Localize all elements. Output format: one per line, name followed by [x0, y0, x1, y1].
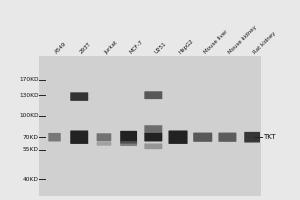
- FancyBboxPatch shape: [70, 92, 88, 101]
- Text: 55KD: 55KD: [23, 147, 39, 152]
- FancyBboxPatch shape: [144, 91, 162, 99]
- FancyBboxPatch shape: [218, 133, 236, 142]
- Text: U251: U251: [153, 41, 167, 55]
- Text: TKT: TKT: [263, 134, 276, 140]
- Text: A549: A549: [55, 41, 68, 55]
- Text: 40KD: 40KD: [23, 177, 39, 182]
- FancyBboxPatch shape: [97, 141, 111, 146]
- Text: Jurkat: Jurkat: [104, 40, 119, 55]
- Text: 293T: 293T: [79, 41, 92, 55]
- FancyBboxPatch shape: [144, 143, 162, 149]
- FancyBboxPatch shape: [169, 130, 188, 144]
- Text: HepG2: HepG2: [178, 38, 195, 55]
- FancyBboxPatch shape: [244, 132, 260, 143]
- FancyBboxPatch shape: [70, 130, 88, 144]
- Text: Rat kidney: Rat kidney: [252, 30, 276, 55]
- Text: 70KD: 70KD: [23, 135, 39, 140]
- Text: MCF-7: MCF-7: [129, 39, 144, 55]
- FancyBboxPatch shape: [144, 125, 162, 134]
- FancyBboxPatch shape: [193, 133, 212, 142]
- FancyBboxPatch shape: [120, 141, 137, 146]
- Text: Mouse liver: Mouse liver: [203, 29, 228, 55]
- FancyBboxPatch shape: [48, 133, 61, 141]
- Text: 170KD: 170KD: [19, 77, 39, 82]
- FancyBboxPatch shape: [97, 133, 111, 141]
- Text: 100KD: 100KD: [19, 113, 39, 118]
- Text: 130KD: 130KD: [19, 93, 39, 98]
- FancyBboxPatch shape: [120, 131, 137, 144]
- FancyBboxPatch shape: [144, 133, 162, 141]
- Text: Mouse kidney: Mouse kidney: [227, 24, 258, 55]
